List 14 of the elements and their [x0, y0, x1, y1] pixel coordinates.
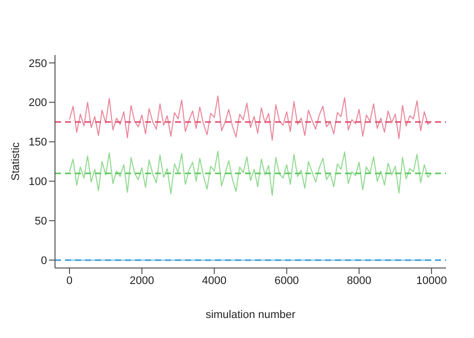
- x-tick-label: 6000: [274, 274, 299, 287]
- y-tick-label: 50: [34, 216, 47, 228]
- x-tick-label: 2000: [130, 274, 154, 287]
- y-tick-label: 200: [28, 97, 47, 110]
- x-tick-label: 8000: [346, 274, 372, 287]
- y-axis-title: Statistic: [10, 142, 22, 181]
- y-tick-label: 250: [28, 58, 47, 70]
- x-tick-label: 4000: [202, 274, 227, 287]
- x-tick-label: 10000: [416, 274, 447, 287]
- x-tick-label: 0: [66, 274, 73, 287]
- x-axis-title: simulation number: [206, 309, 296, 321]
- y-tick-label: 150: [28, 136, 47, 149]
- y-tick-label: 100: [28, 176, 47, 188]
- y-tick-label: 0: [40, 255, 47, 268]
